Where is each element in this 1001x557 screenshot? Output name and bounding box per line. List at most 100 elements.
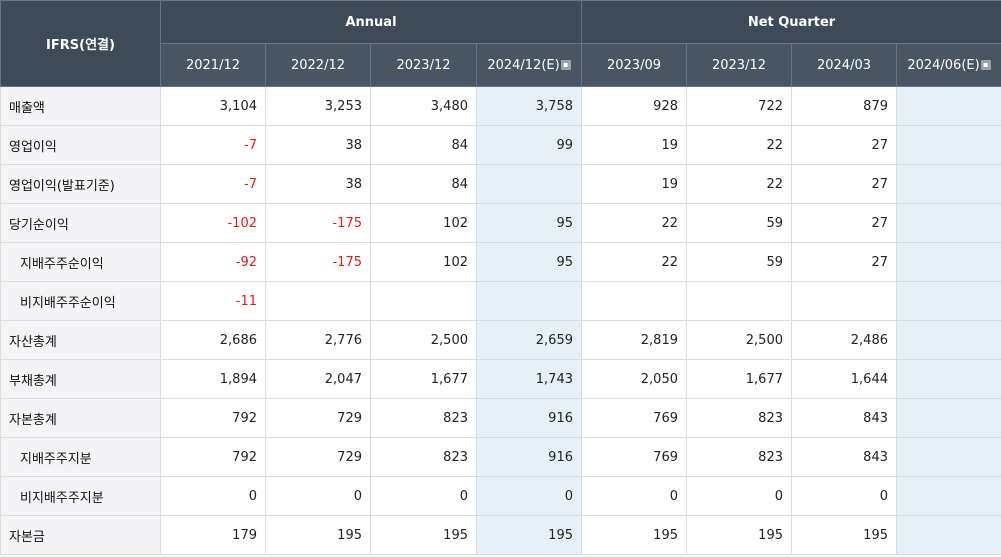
table-cell [370, 281, 477, 321]
table-row: 자본총계 792 729 823 916 769 823 843 [0, 398, 1001, 438]
table-cell: -7 [160, 125, 266, 165]
table-cell: 27 [791, 242, 897, 282]
table-row: 부채총계 1,894 2,047 1,677 1,743 2,050 1,677 1,644 [0, 359, 1001, 399]
table-row: 매출액 3,104 3,253 3,480 3,758 928 722 879 [0, 86, 1001, 126]
table-row: 비지배주주지분 0 0 0 0 0 0 0 [0, 476, 1001, 516]
table-row: 당기순이익 -102 -175 102 95 22 59 27 [0, 203, 1001, 243]
table-cell [896, 125, 1001, 165]
period-label: 2021/12 [185, 57, 240, 73]
period-header: 2023/09 [581, 43, 687, 87]
table-cell: 1,743 [476, 359, 582, 399]
table-cell: 19 [581, 125, 687, 165]
table-cell: 0 [160, 476, 266, 516]
table-cell: 0 [265, 476, 371, 516]
table-cell: 195 [370, 515, 477, 555]
period-header: 2024/06(E) ▪ [896, 43, 1001, 87]
table-cell: 1,677 [370, 359, 477, 399]
table-cell: 195 [581, 515, 687, 555]
table-cell: 22 [581, 242, 687, 282]
table-cell: 0 [686, 476, 792, 516]
table-cell: 19 [581, 164, 687, 204]
table-cell: 3,480 [370, 86, 477, 126]
table-cell: -102 [160, 203, 266, 243]
table-cell: 27 [791, 203, 897, 243]
table-cell [896, 242, 1001, 282]
table-cell: 2,486 [791, 320, 897, 360]
table-cell: 843 [791, 398, 897, 438]
table-cell: 0 [476, 476, 582, 516]
table-cell: 27 [791, 164, 897, 204]
row-label: 지배주주지분 [0, 437, 161, 477]
row-label: 지배주주순이익 [0, 242, 161, 282]
table-cell: 769 [581, 398, 687, 438]
table-cell: 792 [160, 398, 266, 438]
table-cell [896, 320, 1001, 360]
table-cell: 1,644 [791, 359, 897, 399]
table-cell: 1,677 [686, 359, 792, 399]
table-cell [476, 281, 582, 321]
table-cell: 843 [791, 437, 897, 477]
table-cell: 823 [370, 437, 477, 477]
table-cell: 3,253 [265, 86, 371, 126]
table-cell [896, 515, 1001, 555]
net-quarter-header: Net Quarter [581, 0, 1001, 44]
period-label: 2022/12 [290, 57, 345, 73]
table-cell: 195 [791, 515, 897, 555]
table-row: 영업이익 -7 38 84 99 19 22 27 [0, 125, 1001, 165]
table-cell: 792 [160, 437, 266, 477]
table-row: 영업이익(발표기준) -7 38 84 19 22 27 [0, 164, 1001, 204]
table-cell: 27 [791, 125, 897, 165]
table-cell [896, 281, 1001, 321]
table-cell: 823 [686, 437, 792, 477]
table-cell [581, 281, 687, 321]
table-cell: 3,104 [160, 86, 266, 126]
table-cell: 179 [160, 515, 266, 555]
table-cell [896, 476, 1001, 516]
table-cell: 95 [476, 203, 582, 243]
ifrs-header: IFRS(연결) [0, 0, 161, 87]
table-cell: 99 [476, 125, 582, 165]
row-label: 자본금 [0, 515, 161, 555]
period-header: 2023/12 [370, 43, 477, 87]
table-cell: 0 [581, 476, 687, 516]
table-cell: 823 [370, 398, 477, 438]
table-cell: -7 [160, 164, 266, 204]
row-label: 당기순이익 [0, 203, 161, 243]
table-cell: 38 [265, 125, 371, 165]
table-cell: 2,047 [265, 359, 371, 399]
row-label: 비지배주주순이익 [0, 281, 161, 321]
table-row: 자본금 179 195 195 195 195 195 195 [0, 515, 1001, 555]
table-cell: 59 [686, 242, 792, 282]
table-cell: 0 [370, 476, 477, 516]
table-cell: 0 [791, 476, 897, 516]
row-label: 영업이익 [0, 125, 161, 165]
row-label: 매출액 [0, 86, 161, 126]
table-cell [265, 281, 371, 321]
table-cell: 2,819 [581, 320, 687, 360]
period-label: 2023/09 [606, 57, 661, 73]
table-cell [896, 398, 1001, 438]
info-icon[interactable]: ▪ [980, 60, 991, 70]
table-cell: 2,500 [370, 320, 477, 360]
table-cell: 22 [686, 164, 792, 204]
table-cell: 195 [686, 515, 792, 555]
period-label: 2023/12 [711, 57, 766, 73]
period-header: 2022/12 [265, 43, 371, 87]
info-icon[interactable]: ▪ [560, 60, 571, 70]
table-row: 비지배주주순이익 -11 [0, 281, 1001, 321]
table-cell: 729 [265, 398, 371, 438]
row-label: 자본총계 [0, 398, 161, 438]
table-cell: 1,894 [160, 359, 266, 399]
table-cell: 2,776 [265, 320, 371, 360]
annual-header: Annual [160, 0, 582, 44]
table-cell: 2,686 [160, 320, 266, 360]
table-cell: 2,050 [581, 359, 687, 399]
table-cell: 84 [370, 164, 477, 204]
table-row: 지배주주순이익 -92 -175 102 95 22 59 27 [0, 242, 1001, 282]
period-header: 2024/12(E) ▪ [476, 43, 582, 87]
table-cell [896, 437, 1001, 477]
table-cell: -175 [265, 242, 371, 282]
row-label: 자산총계 [0, 320, 161, 360]
row-label: 비지배주주지분 [0, 476, 161, 516]
